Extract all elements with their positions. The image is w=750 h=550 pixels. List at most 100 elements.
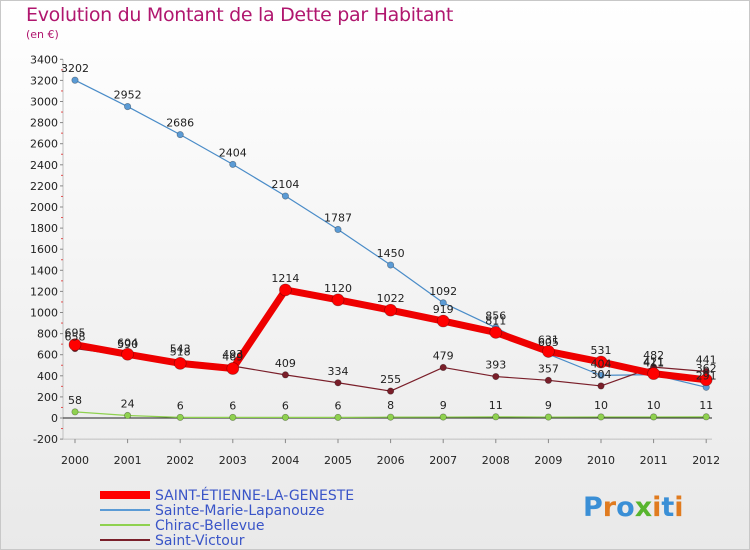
data-point-chirac-bellevue <box>176 413 184 421</box>
data-label-saint-victour: 357 <box>538 362 559 375</box>
data-label-sainte-marie-lapanouze: 411 <box>643 357 664 370</box>
y-tick-label: 3400 <box>30 53 58 66</box>
data-label-chirac-bellevue: 10 <box>594 399 608 412</box>
x-tick-label: 2011 <box>640 454 668 467</box>
data-label-sainte-marie-lapanouze: 2404 <box>219 146 247 159</box>
data-label-saint-victour: 441 <box>696 353 717 366</box>
legend-label: Sainte-Marie-Lapanouze <box>155 503 324 519</box>
data-point-sainte-marie-lapanouze <box>71 76 79 84</box>
data-label-chirac-bellevue: 8 <box>387 399 394 412</box>
data-point-chirac-bellevue <box>281 413 289 421</box>
data-label-saint-victour: 393 <box>485 359 506 372</box>
y-tick-label: 1200 <box>30 285 58 298</box>
data-point-sainte-marie-lapanouze <box>124 103 132 111</box>
y-tick-label: 1000 <box>30 307 58 320</box>
data-label-saint-tienne-la-geneste: 631 <box>538 333 559 346</box>
data-point-saint-victour <box>387 387 395 395</box>
data-label-chirac-bellevue: 11 <box>699 399 713 412</box>
data-point-sainte-marie-lapanouze <box>439 299 447 307</box>
x-tick-label: 2000 <box>61 454 89 467</box>
data-label-sainte-marie-lapanouze: 2104 <box>271 178 299 191</box>
x-tick-label: 2005 <box>324 454 352 467</box>
data-label-sainte-marie-lapanouze: 291 <box>696 369 717 382</box>
data-label-saint-victour: 493 <box>222 348 243 361</box>
y-tick-label: 800 <box>37 328 58 341</box>
data-point-sainte-marie-lapanouze <box>281 192 289 200</box>
proxiti-logo: Proxiti <box>583 492 684 523</box>
data-label-saint-victour: 409 <box>275 357 296 370</box>
data-label-sainte-marie-lapanouze: 1450 <box>377 247 405 260</box>
logo-letter: i <box>652 492 661 523</box>
logo-letter: t <box>661 492 674 523</box>
chart-unit-label: (en €) <box>26 28 59 41</box>
y-tick-label: 2800 <box>30 117 58 130</box>
data-point-chirac-bellevue <box>702 413 710 421</box>
legend-label: Chirac-Bellevue <box>155 518 265 534</box>
data-point-sainte-marie-lapanouze <box>597 371 605 379</box>
data-label-chirac-bellevue: 6 <box>282 399 289 412</box>
data-label-chirac-bellevue: 11 <box>489 399 503 412</box>
data-label-sainte-marie-lapanouze: 856 <box>485 310 506 323</box>
data-point-chirac-bellevue <box>492 413 500 421</box>
data-point-sainte-marie-lapanouze <box>176 131 184 139</box>
logo-letter: x <box>635 492 652 523</box>
legend-label: SAINT-ÉTIENNE-LA-GENESTE <box>155 487 354 504</box>
y-tick-label: 3000 <box>30 96 58 109</box>
data-label-chirac-bellevue: 58 <box>68 394 82 407</box>
data-label-saint-victour: 334 <box>328 365 349 378</box>
data-label-chirac-bellevue: 6 <box>335 399 342 412</box>
data-label-saint-tienne-la-geneste: 811 <box>485 314 506 327</box>
x-tick-label: 2009 <box>534 454 562 467</box>
y-tick-label: 2600 <box>30 138 58 151</box>
data-point-saint-tienne-la-geneste <box>647 367 660 380</box>
data-label-saint-tienne-la-geneste: 604 <box>117 336 138 349</box>
data-point-saint-victour <box>544 376 552 384</box>
data-point-saint-tienne-la-geneste <box>436 314 450 328</box>
data-label-sainte-marie-lapanouze: 1787 <box>324 211 352 224</box>
x-tick-label: 2004 <box>271 454 299 467</box>
data-point-chirac-bellevue <box>650 413 658 421</box>
data-point-chirac-bellevue <box>544 413 552 421</box>
data-label-sainte-marie-lapanouze: 404 <box>591 357 612 370</box>
y-tick-label: 600 <box>37 349 58 362</box>
x-tick-label: 2008 <box>482 454 510 467</box>
y-tick-label: 3200 <box>30 74 58 87</box>
x-tick-label: 2007 <box>429 454 457 467</box>
data-label-saint-tienne-la-geneste: 919 <box>433 303 454 316</box>
data-point-saint-victour <box>439 363 447 372</box>
data-label-chirac-bellevue: 6 <box>229 399 236 412</box>
data-point-saint-tienne-la-geneste <box>226 362 240 375</box>
data-label-saint-victour: 304 <box>591 368 612 381</box>
data-label-sainte-marie-lapanouze: 3202 <box>61 62 89 75</box>
legend-label: Saint-Victour <box>155 533 245 549</box>
data-point-chirac-bellevue <box>334 413 342 421</box>
x-tick-label: 2010 <box>587 454 615 467</box>
data-point-saint-tienne-la-geneste <box>384 303 397 317</box>
data-label-saint-tienne-la-geneste: 1214 <box>271 272 299 285</box>
y-tick-label: 2200 <box>30 180 58 193</box>
data-label-saint-victour: 482 <box>643 349 664 362</box>
data-label-saint-tienne-la-geneste: 518 <box>170 345 191 358</box>
data-label-saint-victour: 479 <box>433 349 454 362</box>
logo-letter: r <box>603 492 617 523</box>
logo-letter: P <box>583 492 603 523</box>
y-tick-label: 2400 <box>30 159 58 172</box>
x-tick-label: 2001 <box>114 454 142 467</box>
data-point-saint-tienne-la-geneste <box>121 347 134 361</box>
data-point-sainte-marie-lapanouze <box>229 160 237 168</box>
data-point-chirac-bellevue <box>229 413 237 421</box>
data-label-sainte-marie-lapanouze: 1092 <box>429 285 457 298</box>
data-label-saint-tienne-la-geneste: 531 <box>591 344 612 357</box>
x-tick-label: 2003 <box>219 454 247 467</box>
data-point-sainte-marie-lapanouze <box>387 261 395 269</box>
data-point-saint-tienne-la-geneste <box>68 338 82 352</box>
data-label-sainte-marie-lapanouze: 2686 <box>166 117 194 130</box>
data-point-chirac-bellevue <box>439 413 447 421</box>
data-point-saint-tienne-la-geneste <box>331 293 345 307</box>
data-point-chirac-bellevue <box>124 411 132 420</box>
data-point-saint-victour <box>334 379 342 387</box>
data-label-sainte-marie-lapanouze: 2952 <box>114 89 142 102</box>
data-point-saint-tienne-la-geneste <box>699 373 713 387</box>
y-tick-label: 1800 <box>30 222 58 235</box>
